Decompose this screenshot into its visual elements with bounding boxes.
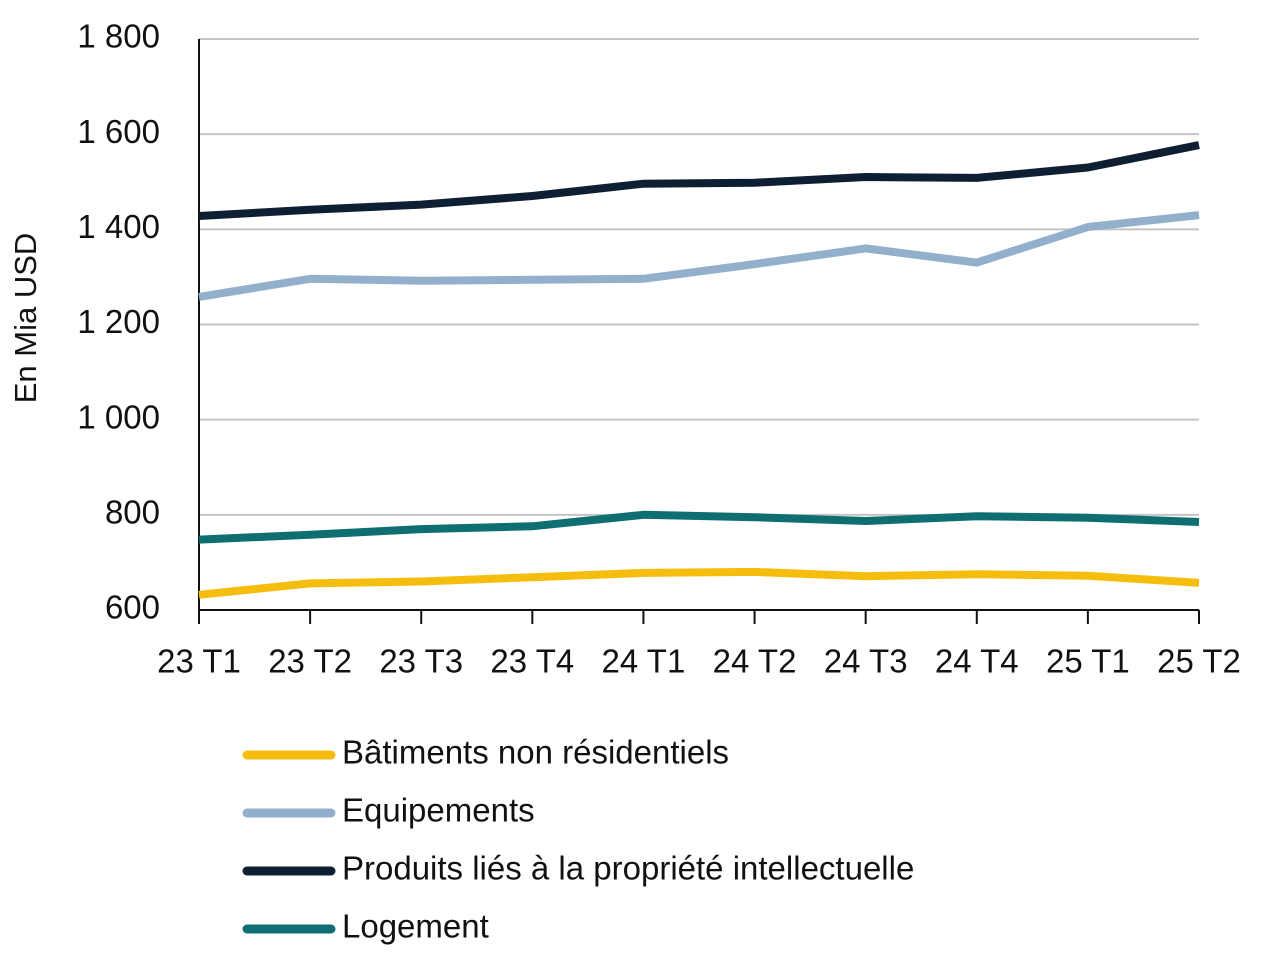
series-lines: [198, 141, 1200, 599]
x-tick-label: 23 T2: [268, 643, 352, 680]
y-tick-label: 800: [105, 494, 160, 531]
y-tick-label: 1 000: [77, 398, 160, 435]
x-tick-label: 24 T2: [713, 643, 797, 680]
legend-item: Bâtiments non résidentiels: [242, 734, 729, 771]
y-tick-label: 1 200: [77, 303, 160, 340]
x-tick-label: 24 T1: [602, 643, 686, 680]
x-tick-label: 25 T2: [1157, 643, 1241, 680]
x-tick-label: 25 T1: [1046, 643, 1130, 680]
legend-label: Produits liés à la propriété intellectue…: [342, 850, 914, 887]
y-tick-label: 600: [105, 589, 160, 626]
x-tick-label: 23 T4: [490, 643, 574, 680]
y-tick-labels: 600 800 1 000 1 200 1 400 1 600 1 800: [77, 18, 160, 626]
legend: Bâtiments non résidentiels Equipements Pro…: [242, 734, 914, 945]
x-tick-label: 24 T4: [935, 643, 1019, 680]
series-line: [198, 567, 1200, 599]
legend-item: Logement: [242, 908, 489, 945]
y-tick-label: 1 400: [77, 208, 160, 245]
x-tick-labels: 23 T1 23 T2 23 T3 23 T4 24 T1 24 T2 24 T3 24 T4…: [157, 643, 1241, 680]
legend-label: Logement: [342, 908, 489, 945]
x-tick-label: 24 T3: [824, 643, 908, 680]
x-tick-label: 23 T3: [379, 643, 463, 680]
axes: [198, 39, 1200, 624]
y-tick-label: 1 600: [77, 113, 160, 150]
series-line: [198, 211, 1200, 301]
legend-label: Bâtiments non résidentiels: [342, 734, 729, 771]
legend-item: Produits liés à la propriété intellectue…: [242, 850, 914, 887]
legend-item: Equipements: [242, 792, 535, 829]
y-axis-title: En Mia USD: [8, 233, 43, 404]
x-tick-label: 23 T1: [157, 643, 241, 680]
series-line: [198, 510, 1200, 544]
legend-label: Equipements: [342, 792, 535, 829]
y-tick-label: 1 800: [77, 18, 160, 55]
series-line: [198, 141, 1200, 220]
